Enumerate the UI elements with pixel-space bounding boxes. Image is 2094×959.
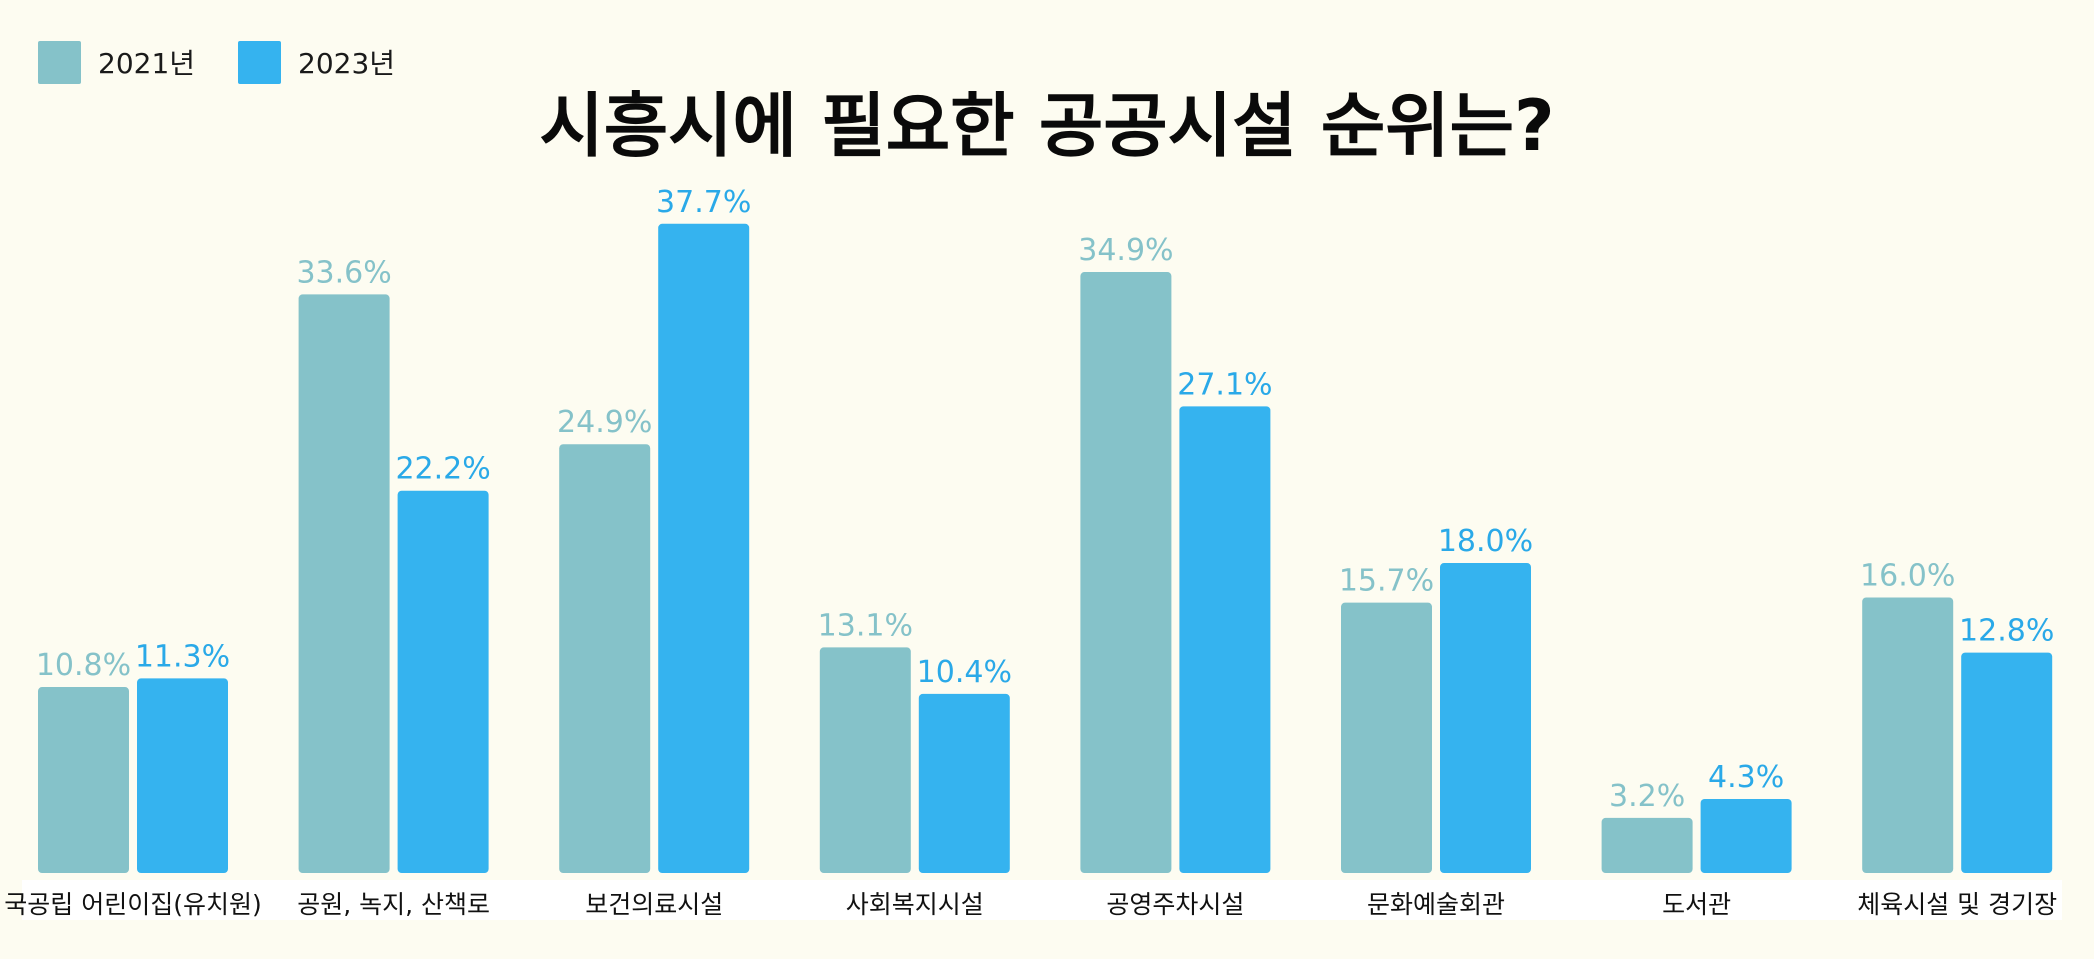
- bar-2-1: [658, 223, 750, 873]
- value-label-6-1: 4.3%: [1708, 760, 1784, 795]
- bar-7-1: [1961, 652, 2053, 873]
- value-label-1-0: 33.6%: [296, 255, 391, 290]
- value-label-5-1: 18.0%: [1438, 524, 1533, 559]
- legend-swatch-0: [38, 41, 81, 84]
- bar-1-0: [298, 294, 390, 874]
- category-label-3: 사회복지시설: [846, 890, 984, 919]
- bar-4-0: [1080, 272, 1172, 874]
- value-label-4-1: 27.1%: [1177, 367, 1272, 402]
- value-label-5-0: 15.7%: [1339, 564, 1434, 599]
- value-label-7-1: 12.8%: [1959, 614, 2054, 649]
- bar-0-0: [38, 687, 129, 873]
- category-label-2: 보건의료시설: [585, 890, 723, 919]
- value-label-1-1: 22.2%: [395, 452, 490, 487]
- category-label-4: 공영주차시설: [1106, 890, 1244, 919]
- bar-0-1: [137, 678, 228, 873]
- bar-3-1: [918, 693, 1010, 873]
- legend-swatch-1: [238, 41, 281, 84]
- value-label-0-1: 11.3%: [135, 639, 230, 674]
- legend-label-1: 2023년: [298, 47, 395, 80]
- category-label-5: 문화예술회관: [1367, 890, 1505, 919]
- value-label-6-0: 3.2%: [1609, 779, 1685, 814]
- value-label-7-0: 16.0%: [1860, 558, 1955, 593]
- value-label-3-1: 10.4%: [917, 655, 1012, 690]
- bar-4-1: [1179, 406, 1271, 873]
- bar-3-0: [819, 647, 911, 873]
- value-label-3-0: 13.1%: [818, 608, 913, 643]
- bar-1-1: [397, 490, 489, 873]
- bars: 10.8% 11.3% 33.6% 22.2% 24.9% 37.7% 13.1%10.4%…: [36, 185, 2054, 874]
- value-label-0-0: 10.8%: [36, 648, 131, 683]
- value-label-4-0: 34.9%: [1078, 233, 1173, 268]
- bar-5-0: [1341, 602, 1432, 873]
- bar-6-0: [1601, 817, 1693, 873]
- chart-title: 시흥시에 필요한 공공시설 순위는?: [539, 85, 1554, 167]
- bar-2-0: [559, 444, 651, 873]
- legend-label-0: 2021년: [98, 47, 195, 80]
- category-label-1: 공원, 녹지, 산책로: [297, 890, 490, 919]
- category-labels: 국공립 어린이집(유치원) 공원, 녹지, 산책로 보건의료시설 사회복지시설 공영주차…: [4, 890, 2057, 919]
- value-label-2-1: 37.7%: [656, 185, 751, 220]
- value-label-2-0: 24.9%: [557, 405, 652, 440]
- bar-5-1: [1440, 563, 1531, 873]
- legend: 2021년 2023년: [38, 41, 395, 84]
- label-strip: [22, 880, 2062, 920]
- bar-7-0: [1862, 597, 1954, 873]
- category-label-7: 체육시설 및 경기장: [1857, 890, 2057, 919]
- bar-6-1: [1700, 798, 1792, 873]
- category-label-6: 도서관: [1662, 890, 1731, 919]
- category-label-0: 국공립 어린이집(유치원): [4, 890, 261, 919]
